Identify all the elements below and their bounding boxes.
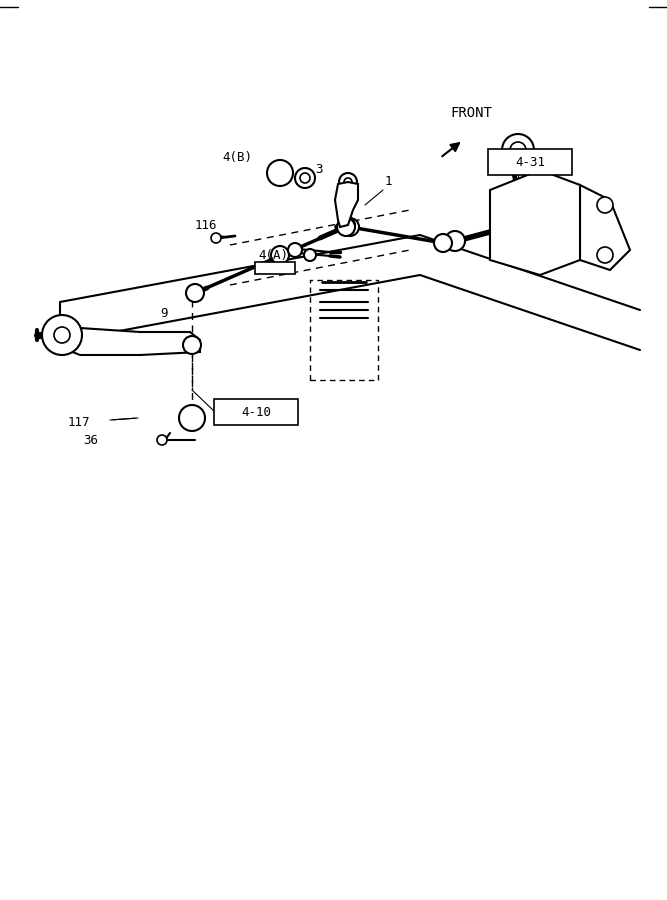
Circle shape xyxy=(54,327,70,343)
Circle shape xyxy=(510,142,526,158)
Circle shape xyxy=(337,218,355,236)
Text: 117: 117 xyxy=(67,416,90,428)
Circle shape xyxy=(344,178,352,186)
Text: 9: 9 xyxy=(161,307,168,320)
Text: 4-31: 4-31 xyxy=(515,156,545,168)
Text: FRONT: FRONT xyxy=(450,106,492,120)
Circle shape xyxy=(179,405,205,431)
Circle shape xyxy=(42,315,82,355)
Circle shape xyxy=(267,160,293,186)
Circle shape xyxy=(304,249,316,261)
Circle shape xyxy=(300,173,310,183)
Text: 4(B): 4(B) xyxy=(222,151,252,164)
Polygon shape xyxy=(55,325,200,355)
Circle shape xyxy=(502,134,534,166)
Polygon shape xyxy=(335,182,358,227)
Bar xyxy=(255,262,295,274)
Circle shape xyxy=(339,173,357,191)
Text: 36: 36 xyxy=(83,434,98,447)
Circle shape xyxy=(597,197,613,213)
Text: 4(A): 4(A) xyxy=(258,249,288,262)
Circle shape xyxy=(597,247,613,263)
Circle shape xyxy=(186,284,204,302)
Circle shape xyxy=(211,233,221,243)
FancyBboxPatch shape xyxy=(214,399,298,425)
Circle shape xyxy=(295,168,315,188)
Circle shape xyxy=(157,435,167,445)
Circle shape xyxy=(434,234,452,252)
Circle shape xyxy=(288,243,302,257)
Text: 4-10: 4-10 xyxy=(241,406,271,419)
Text: 1: 1 xyxy=(385,175,392,188)
Polygon shape xyxy=(490,170,580,275)
Circle shape xyxy=(183,336,201,354)
Circle shape xyxy=(445,231,465,251)
Circle shape xyxy=(341,218,359,236)
Text: 116: 116 xyxy=(195,219,217,232)
Text: 3: 3 xyxy=(315,163,323,176)
Circle shape xyxy=(271,246,289,264)
FancyBboxPatch shape xyxy=(488,149,572,175)
Circle shape xyxy=(341,218,355,232)
Polygon shape xyxy=(580,185,630,270)
